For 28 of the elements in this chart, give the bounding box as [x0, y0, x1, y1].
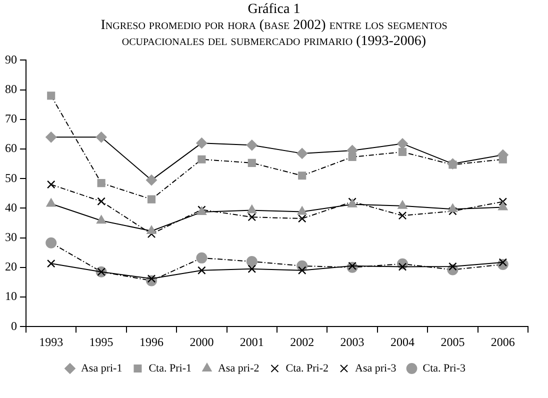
legend-label: Asa pri-3 — [355, 362, 397, 374]
x-tick-label: 2005 — [440, 334, 465, 349]
legend-label: Cta. Pri-3 — [422, 362, 466, 374]
y-tick-label: 80 — [5, 82, 17, 96]
y-tick-label: 70 — [5, 112, 17, 126]
y-tick-label: 60 — [5, 141, 17, 156]
chart-title: Gráfica 1 — [246, 2, 302, 18]
x-tick-label: 2000 — [190, 334, 214, 349]
y-tick-label: 40 — [5, 200, 17, 214]
legend-label: Asa pri-1 — [80, 362, 122, 374]
x-tick-label: 2003 — [340, 334, 364, 349]
legend-label: Cta. Pri-2 — [286, 362, 329, 374]
x-tick-label: 1993 — [39, 334, 64, 349]
x-tick-label: 1996 — [140, 334, 164, 349]
y-tick-label: 20 — [5, 260, 17, 274]
x-tick-label: 2004 — [390, 334, 414, 349]
x-tick-label: 1995 — [89, 334, 114, 349]
legend-label: Cta. Pri-1 — [148, 362, 192, 374]
y-tick-label: 30 — [5, 230, 17, 244]
y-tick-label: 50 — [5, 170, 17, 185]
y-tick-label: 90 — [5, 52, 17, 66]
y-tick-label: 10 — [5, 289, 17, 304]
x-tick-label: 2001 — [240, 334, 264, 349]
x-tick-label: 2002 — [290, 334, 314, 349]
legend-label: Asa pri-2 — [218, 362, 260, 374]
chart-subtitle: Ingreso promedio por hora (base 2002) entre los segmentos ocupacionales del submercado primario (1993-2006) — [100, 18, 448, 50]
x-tick-label: 2006 — [490, 334, 515, 349]
y-tick-label: 0 — [11, 318, 17, 333]
